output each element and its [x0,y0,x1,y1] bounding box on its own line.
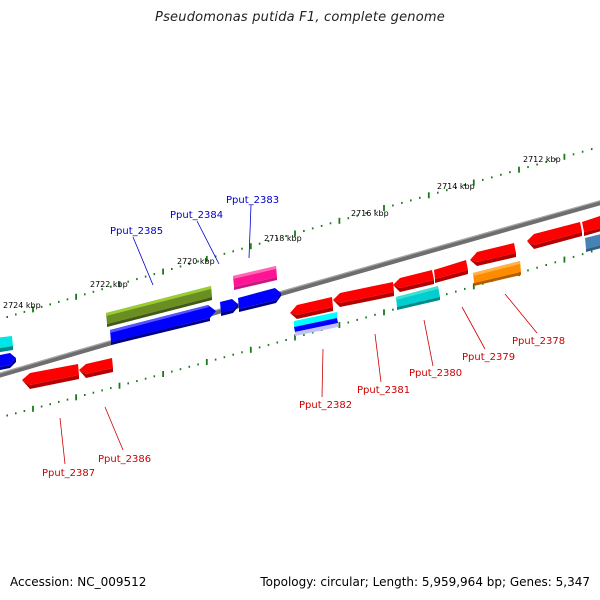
gene-red-right-edge[interactable] [582,216,600,236]
gene-pput-2386[interactable] [79,358,113,378]
gene-pput-2387[interactable] [22,364,79,389]
genome-summary: Topology: circular; Length: 5,959,964 bp… [260,575,590,589]
label-pput-2384[interactable]: Pput_2384 [170,210,223,221]
label-pput-2386[interactable]: Pput_2386 [98,454,151,465]
gene-pput-2383-blue[interactable] [238,288,281,312]
label-pput-2378[interactable]: Pput_2378 [512,336,565,347]
leader-pput-2382 [321,348,324,398]
leader-pput-2378 [504,293,538,334]
leader-pput-2380 [423,319,434,367]
scale-label-2722: 2722 kbp [90,280,128,289]
leader-pput-2384 [196,220,220,265]
genome-backbone [0,200,600,378]
leader-pput-2379 [461,306,486,350]
scale-label-2714: 2714 kbp [437,182,475,191]
gene-pput-2384[interactable] [220,299,238,316]
scale-label-2718: 2718 kbp [264,234,302,243]
gene-pput-2385-olive[interactable] [106,286,212,327]
gene-pput-2382-red[interactable] [290,297,333,319]
gene-red-right-1[interactable] [527,222,582,249]
label-pput-2385[interactable]: Pput_2385 [110,226,163,237]
leader-pput-2387 [59,417,66,465]
gene-blue-left-edge[interactable] [0,353,16,371]
genome-backbone-highlight [0,200,600,374]
leader-pput-2386 [104,406,124,451]
leader-pput-2385 [132,236,154,286]
gene-pput-2381[interactable] [333,282,394,307]
map-title: Pseudomonas putida F1, complete genome [155,10,445,25]
gene-steelblue-right-edge[interactable] [585,233,600,252]
accession-label: Accession: NC_009512 [10,575,147,589]
scale-label-2712: 2712 kbp [523,155,561,164]
gene-pput-2379-red[interactable] [434,260,468,283]
scale-label-2720: 2720 kbp [177,257,215,266]
label-pput-2382[interactable]: Pput_2382 [299,400,352,411]
gene-pput-2382-cyan-blue[interactable] [294,312,338,336]
label-pput-2383[interactable]: Pput_2383 [226,195,279,206]
gene-pput-2383-magenta[interactable] [233,266,277,290]
leader-pput-2381 [374,333,382,383]
leader-pput-2383 [248,204,252,259]
gene-pput-2380-cyan[interactable] [396,286,440,310]
gene-pput-2380-red[interactable] [393,270,434,292]
scale-label-2716: 2716 kbp [351,209,389,218]
label-pput-2379[interactable]: Pput_2379 [462,352,515,363]
label-pput-2380[interactable]: Pput_2380 [409,368,462,379]
gene-pput-2378-orange[interactable] [473,261,521,286]
gene-pput-2378-red[interactable] [470,243,516,266]
upper-scale-ruler [6,148,593,318]
gene-pput-2385-blue[interactable] [110,305,216,345]
gene-cyan-left-edge[interactable] [0,336,13,353]
scale-label-2724: 2724 kbp [3,301,41,310]
label-pput-2387[interactable]: Pput_2387 [42,468,95,479]
label-pput-2381[interactable]: Pput_2381 [357,385,410,396]
